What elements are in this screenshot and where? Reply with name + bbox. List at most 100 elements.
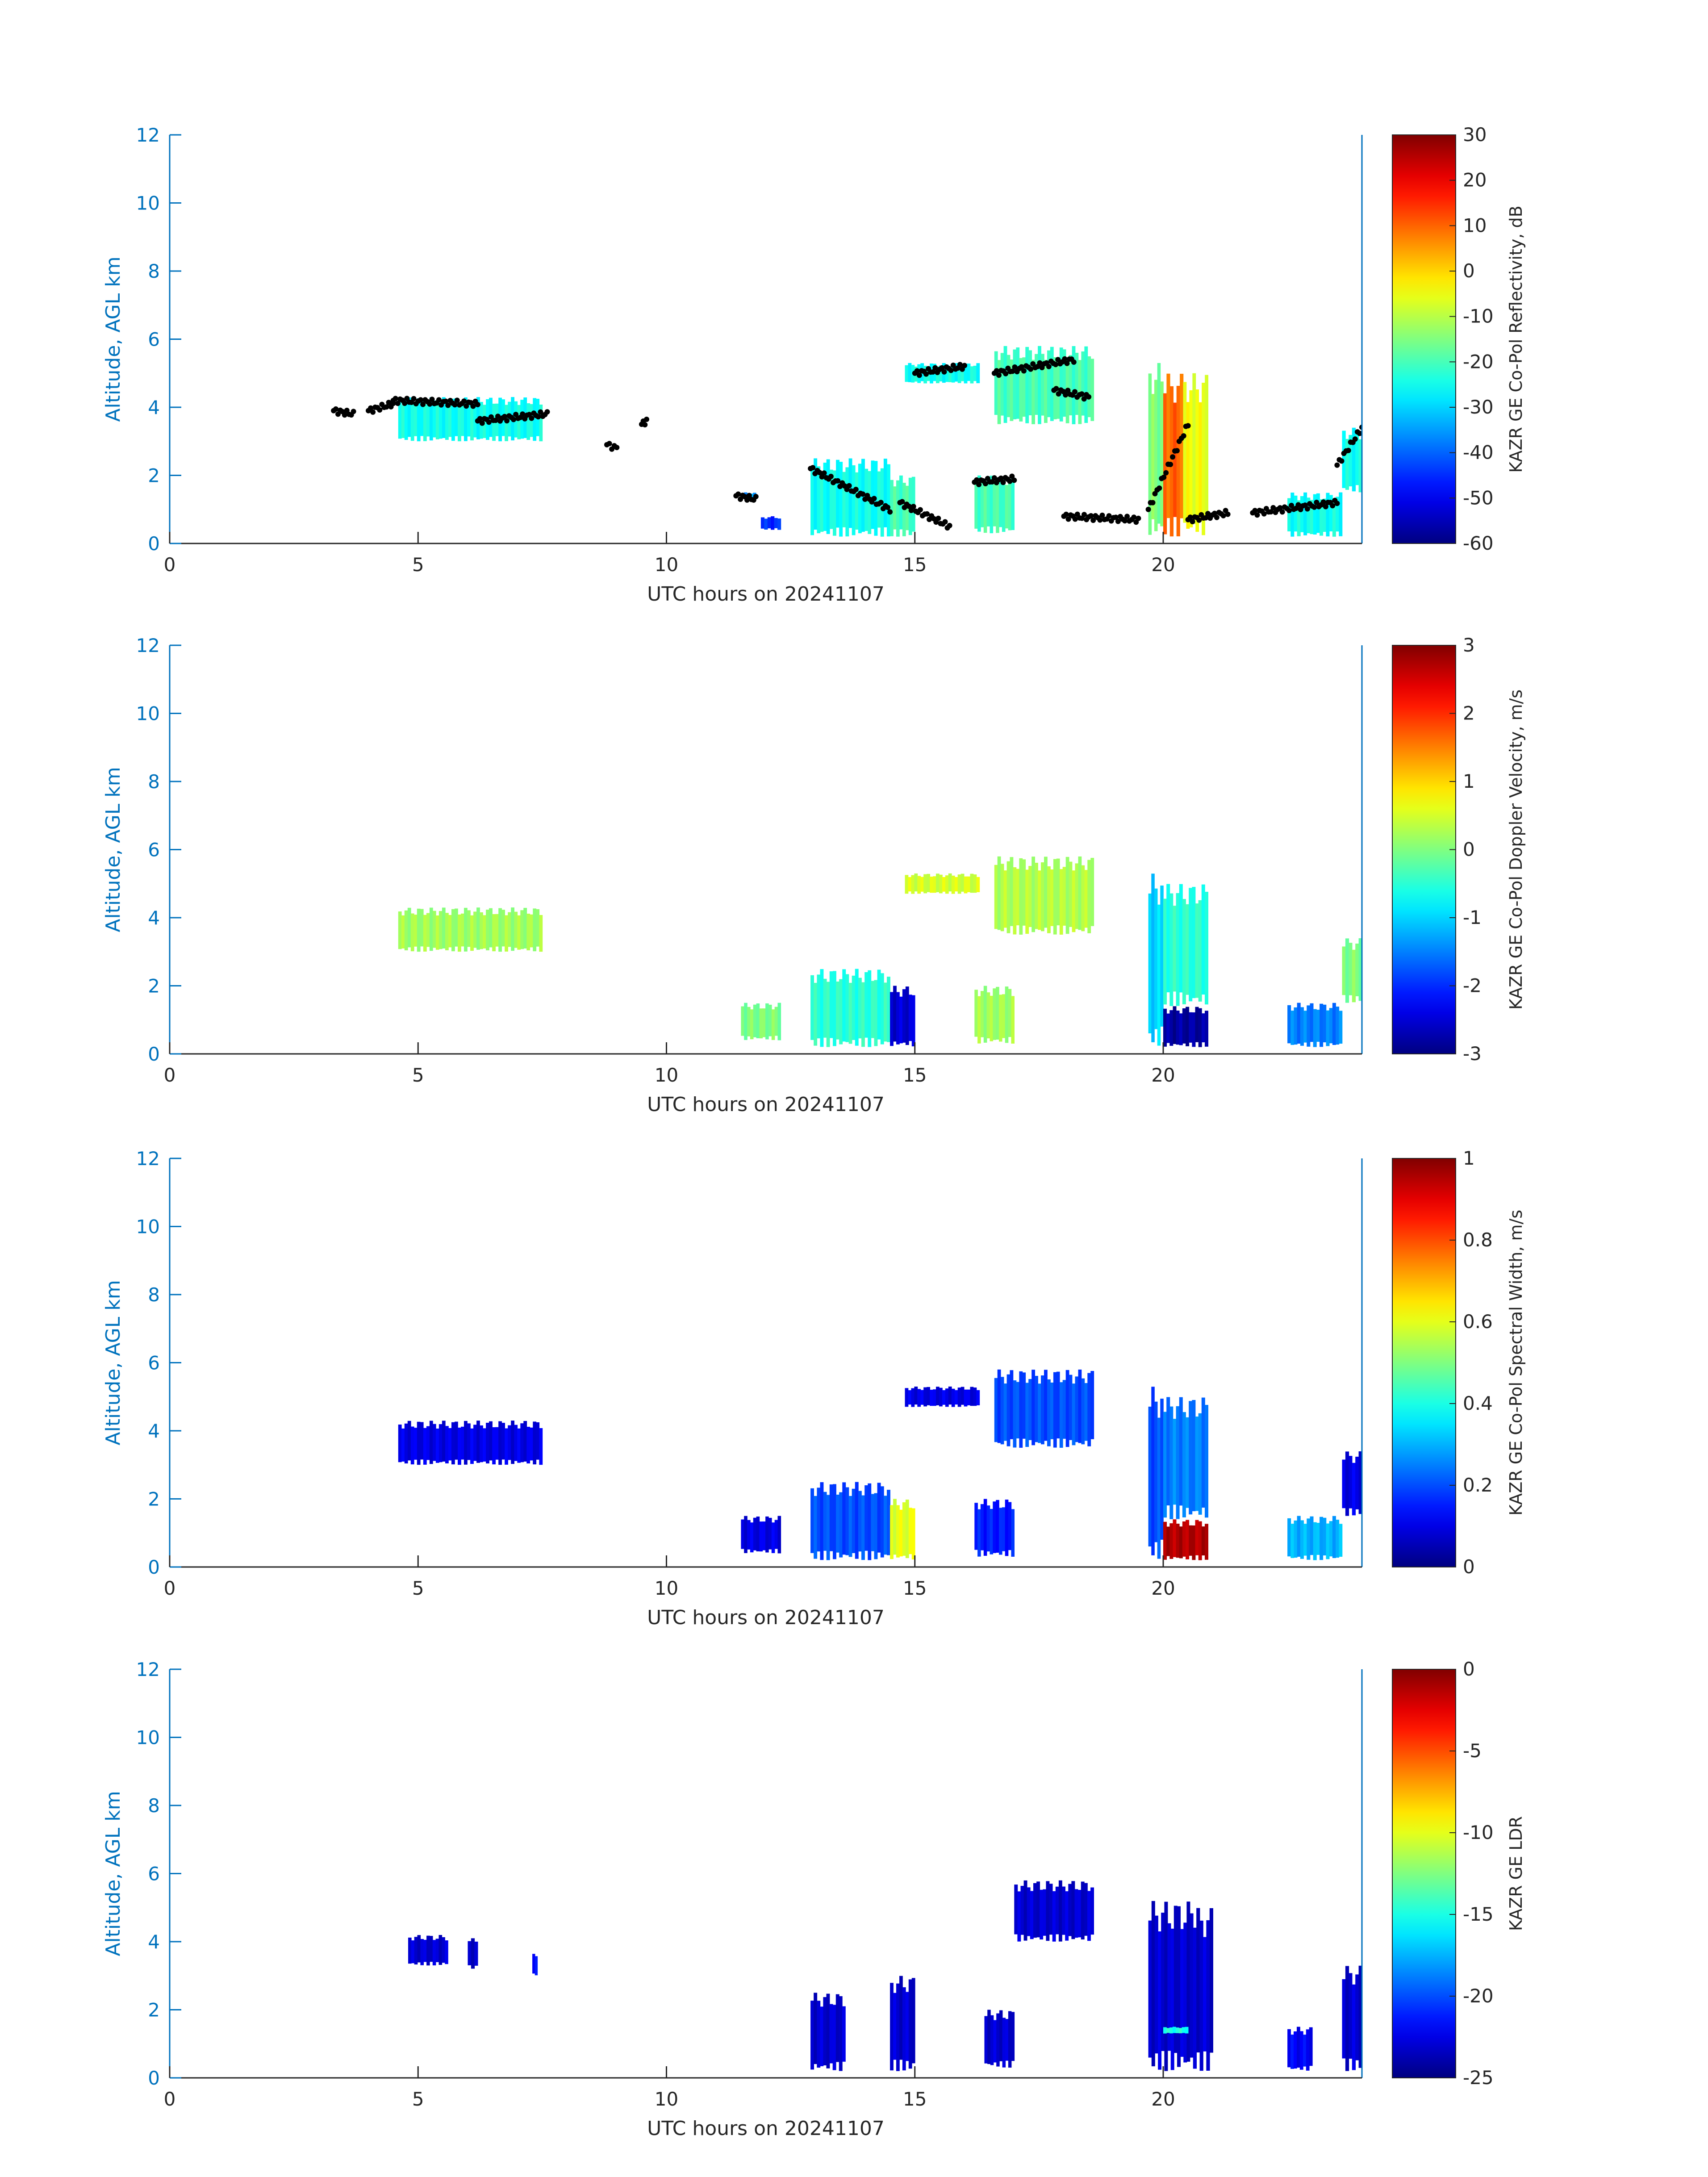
cloud-region — [994, 1369, 1094, 1448]
x-tick-label: 0 — [164, 2088, 176, 2110]
cloud-stripe — [1290, 1011, 1295, 1045]
cloud-stripe — [1035, 863, 1038, 929]
cloud-stripe — [423, 1939, 427, 1962]
cloud-stripe — [842, 2006, 846, 2062]
cloud-stripe — [1047, 1379, 1051, 1446]
cloud-stripe — [1303, 492, 1307, 535]
colorbar-gradient — [1392, 1158, 1456, 1567]
cloud-stripe — [759, 1008, 763, 1039]
y-tick-label: 2 — [148, 975, 160, 997]
cloud-stripe — [764, 518, 768, 530]
cloud-stripe — [533, 908, 537, 952]
cloud-stripe — [902, 1502, 906, 1556]
y-tick-label: 2 — [148, 1999, 160, 2021]
cloud-stripe — [1287, 1005, 1291, 1044]
cloud-stripe — [1047, 866, 1051, 933]
cloud-stripe — [1206, 1920, 1210, 2071]
cloud-stripe — [890, 1505, 894, 1559]
cloud-stripe — [896, 1983, 900, 2071]
cloud-stripe — [1011, 2012, 1015, 2061]
cloud-stripe — [530, 914, 534, 948]
cloud-stripe — [987, 2010, 991, 2064]
cloud-stripe — [476, 907, 480, 950]
cloud-stripe — [1195, 1520, 1199, 1555]
cloud-stripe — [1300, 1520, 1304, 1559]
plot-area — [398, 1369, 1362, 1560]
cloud-stripe — [455, 398, 458, 436]
cloud-stripe — [1074, 1889, 1078, 1938]
cloud-stripe — [774, 518, 778, 528]
cloud-stripe — [1358, 439, 1362, 493]
cloud-stripe — [417, 398, 421, 442]
cloud-stripe — [970, 366, 974, 384]
cloud-stripe — [1090, 858, 1094, 926]
cloud-stripe — [1031, 1370, 1035, 1446]
x-tick-label: 15 — [903, 2088, 927, 2110]
cloud-base-marker — [939, 365, 945, 371]
cloud-stripe — [1078, 856, 1082, 930]
cloud-stripe — [1154, 380, 1158, 531]
cloud-stripe — [1084, 1383, 1088, 1441]
cloud-stripe — [855, 1482, 859, 1559]
cloud-stripe — [993, 988, 996, 1040]
cloud-stripe — [905, 1500, 909, 1559]
cloud-stripe — [455, 1421, 458, 1460]
cloud-stripe — [1035, 1376, 1038, 1442]
cloud-base-marker — [941, 369, 947, 375]
cloud-base-marker — [1170, 454, 1175, 460]
cloud-stripe — [536, 909, 540, 947]
cloud-stripe — [404, 400, 408, 440]
cloud-base-marker — [486, 419, 492, 425]
cloud-stripe — [1297, 1003, 1301, 1044]
cloud-base-marker — [443, 398, 449, 404]
cloud-stripe — [1148, 373, 1152, 535]
cloud-stripe — [1000, 864, 1004, 932]
colorbar-tick-label: 1 — [1463, 770, 1475, 792]
x-tick-label: 15 — [903, 1577, 927, 1599]
cloud-stripe — [839, 1996, 843, 2071]
colorbar-label: KAZR GE Co-Pol Doppler Velocity, m/s — [1506, 689, 1526, 1010]
cloud-stripe — [810, 975, 814, 1040]
cloud-stripe — [1028, 350, 1032, 415]
cloud-stripe — [413, 915, 418, 947]
y-tick-label: 4 — [148, 397, 160, 418]
y-tick-label: 10 — [136, 1727, 160, 1749]
cloud-stripe — [905, 365, 909, 382]
cloud-stripe — [1046, 1881, 1050, 1941]
cloud-stripe — [1183, 1922, 1187, 2063]
x-tick-label: 10 — [655, 554, 678, 576]
cloud-stripe — [1038, 346, 1041, 424]
x-tick-label: 20 — [1151, 1577, 1175, 1599]
cloud-stripe — [410, 913, 414, 952]
cloud-stripe — [760, 517, 765, 529]
panel-1: 0 2 4 6 8 10 12 0 5 10 15 20 UTC hours on 20241107 Al… — [102, 124, 1526, 606]
cloud-stripe — [1075, 1376, 1079, 1442]
cloud-stripe — [1008, 1502, 1012, 1550]
cloud-base-marker — [887, 509, 893, 515]
cloud-stripe — [1313, 494, 1317, 535]
cloud-stripe — [420, 1939, 424, 1965]
colorbar-tick-label: 1 — [1463, 1147, 1475, 1169]
cloud-stripe — [858, 1491, 862, 1552]
cloud-stripe — [829, 469, 833, 529]
cloud-stripe — [442, 1421, 446, 1462]
cloud-stripe — [1154, 888, 1158, 1029]
colorbar-gradient — [1392, 134, 1456, 544]
y-tick-label: 8 — [148, 771, 160, 793]
cloud-stripe — [1090, 1371, 1094, 1439]
cloud-stripe — [1003, 346, 1007, 423]
cloud-stripe — [483, 1428, 486, 1462]
colorbar-tick-label: 3 — [1463, 634, 1475, 656]
cloud-stripe — [505, 915, 508, 952]
plot-area — [331, 346, 1362, 537]
cloud-stripe — [420, 909, 424, 947]
cloud-stripe — [1199, 402, 1203, 520]
cloud-base-marker — [899, 499, 905, 505]
cloud-base-marker — [1214, 514, 1219, 520]
cloud-base-marker — [1304, 506, 1310, 512]
cloud-stripe — [996, 1500, 999, 1553]
cloud-stripe — [994, 351, 998, 415]
cloud-stripe — [508, 912, 511, 947]
cloud-base-marker — [1056, 391, 1061, 397]
cloud-stripe — [999, 1508, 1002, 1555]
